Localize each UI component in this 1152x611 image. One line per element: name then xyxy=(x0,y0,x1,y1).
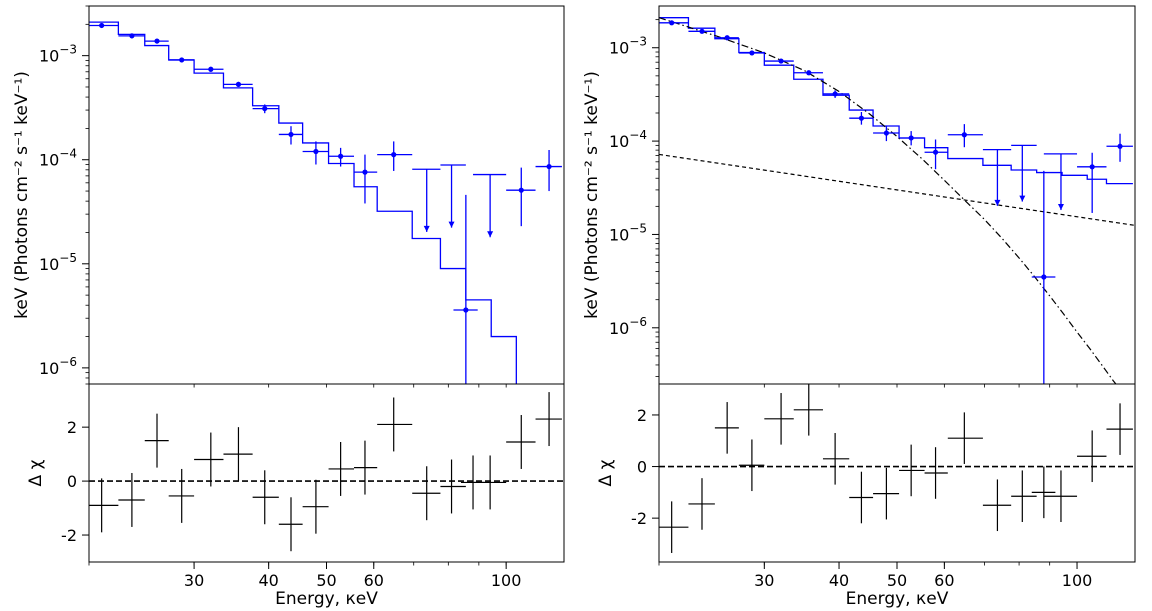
data-point xyxy=(235,81,242,87)
power-law-component-line xyxy=(659,153,1135,226)
left-residuals-panel: 2 0 -2 30 40 50 60 100 Energy, кeV Δ χ xyxy=(26,383,565,609)
data-point xyxy=(883,130,889,136)
y-tick-label: 0 xyxy=(67,472,77,491)
data-point xyxy=(391,152,397,158)
y-tick-base: 10 xyxy=(609,39,629,58)
data-point xyxy=(806,70,812,76)
y-axis-label: keV (Photons cm⁻² s⁻¹ keV⁻¹) xyxy=(12,71,32,319)
y-tick-base: 10 xyxy=(39,151,59,170)
plot-area xyxy=(89,392,564,552)
y-tick-exponent: −5 xyxy=(59,251,77,265)
data-point xyxy=(313,148,319,155)
y-tick-label: 10−6 xyxy=(609,315,647,338)
x-tick-label: 100 xyxy=(491,571,522,590)
x-tick-label: 50 xyxy=(316,571,336,590)
x-tick-label: 60 xyxy=(934,571,954,590)
data-point xyxy=(288,131,294,138)
axes-frame xyxy=(658,5,1136,385)
x-tick-label: 50 xyxy=(887,571,907,590)
data-point xyxy=(749,50,755,56)
y-tick-exponent: −4 xyxy=(59,147,77,161)
y-tick-label: 10−4 xyxy=(39,147,77,170)
x-axis-label: Energy, кeV xyxy=(275,589,378,609)
y-tick-exponent: −5 xyxy=(629,221,647,235)
data-point xyxy=(1089,164,1095,170)
right-residuals-panel: 2 0 -2 30 40 50 60 100 Energy, кeV Δ χ xyxy=(596,383,1136,609)
y-axis-label: Δ χ xyxy=(26,459,46,486)
upper-limit-arrow xyxy=(994,199,1001,206)
data-point xyxy=(908,135,914,141)
plot-area xyxy=(659,17,1135,384)
upper-limit-arrow xyxy=(487,231,494,238)
data-point xyxy=(208,66,214,72)
x-tick-label: 40 xyxy=(829,571,849,590)
upper-limit-arrow xyxy=(448,221,455,228)
data-point xyxy=(858,115,865,121)
data-point xyxy=(463,307,469,313)
y-axis-label: keV (Photons cm⁻² s⁻¹ keV⁻¹) xyxy=(582,71,602,319)
y-tick-label: 2 xyxy=(637,406,647,425)
y-tick-label: -2 xyxy=(631,509,647,528)
plot-area xyxy=(659,384,1135,553)
data-point xyxy=(518,187,524,193)
axes-frame xyxy=(658,383,1136,563)
axes-frame xyxy=(88,5,565,385)
upper-limit-arrow xyxy=(1057,204,1064,211)
y-tick-base: 10 xyxy=(609,319,629,338)
data-point xyxy=(129,33,135,39)
y-tick-label: 10−5 xyxy=(39,251,77,274)
x-tick-label: 30 xyxy=(184,571,204,590)
y-tick-exponent: −3 xyxy=(629,35,647,49)
y-tick-exponent: −3 xyxy=(59,43,77,57)
y-tick-label: 10−3 xyxy=(609,35,647,58)
y-axis-label: Δ χ xyxy=(596,459,616,486)
upper-limit-arrow xyxy=(423,225,430,232)
data-point xyxy=(961,132,967,138)
data-point xyxy=(778,58,784,64)
x-axis-label: Energy, кeV xyxy=(846,589,949,609)
axes-frame xyxy=(88,383,565,563)
data-point xyxy=(932,149,939,155)
model-step-line xyxy=(89,21,517,384)
y-tick-label: 0 xyxy=(637,458,647,477)
data-point xyxy=(669,20,675,26)
y-tick-label: 10−4 xyxy=(609,128,647,151)
cutoff-component-line xyxy=(659,17,1117,384)
x-tick-label: 100 xyxy=(1062,571,1093,590)
y-tick-label: 10−3 xyxy=(39,43,77,66)
data-point xyxy=(362,169,368,175)
y-tick-exponent: −6 xyxy=(59,355,77,369)
data-point xyxy=(724,35,730,41)
data-point xyxy=(338,153,344,159)
upper-limit-arrow xyxy=(1019,195,1026,202)
y-tick-base: 10 xyxy=(39,255,59,274)
y-tick-exponent: −6 xyxy=(629,315,647,329)
x-tick-label: 40 xyxy=(258,571,278,590)
y-tick-base: 10 xyxy=(609,132,629,151)
data-point xyxy=(832,91,838,97)
plot-area xyxy=(89,21,562,384)
y-tick-base: 10 xyxy=(609,225,629,244)
data-point xyxy=(1117,143,1123,149)
y-tick-exponent: −4 xyxy=(629,128,647,142)
data-point xyxy=(1041,274,1047,280)
model-step-line xyxy=(659,17,1133,185)
data-point xyxy=(99,22,105,29)
data-point xyxy=(546,163,552,170)
y-tick-label: 2 xyxy=(67,418,77,437)
y-tick-base: 10 xyxy=(39,47,59,66)
data-point xyxy=(154,38,160,44)
data-point xyxy=(699,28,705,34)
y-tick-base: 10 xyxy=(39,359,59,378)
x-tick-label: 30 xyxy=(754,571,774,590)
y-tick-label: -2 xyxy=(61,526,77,545)
x-tick-label: 60 xyxy=(364,571,384,590)
data-point xyxy=(262,105,268,112)
y-tick-label: 10−5 xyxy=(609,221,647,244)
y-tick-label: 10−6 xyxy=(39,355,77,378)
data-point xyxy=(179,57,185,63)
